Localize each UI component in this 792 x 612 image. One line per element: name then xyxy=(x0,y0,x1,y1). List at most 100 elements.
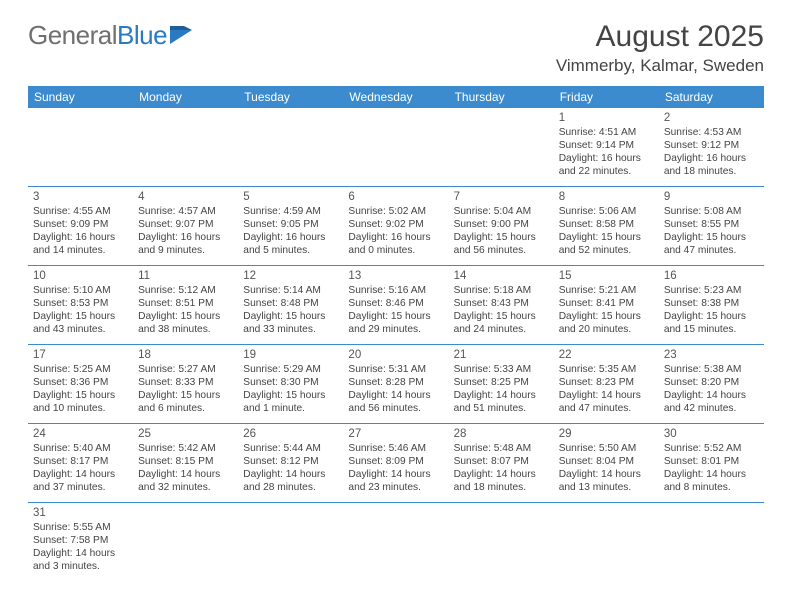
day-number: 9 xyxy=(664,190,759,205)
day-number: 2 xyxy=(664,111,759,126)
sunset-line: Sunset: 8:53 PM xyxy=(33,297,128,310)
daylight-line: Daylight: 15 hours and 1 minute. xyxy=(243,389,338,415)
day-number: 4 xyxy=(138,190,233,205)
sunrise-line: Sunrise: 5:55 AM xyxy=(33,521,128,534)
sunrise-line: Sunrise: 4:59 AM xyxy=(243,205,338,218)
sunrise-line: Sunrise: 5:16 AM xyxy=(348,284,443,297)
sunset-line: Sunset: 8:01 PM xyxy=(664,455,759,468)
daylight-line: Daylight: 15 hours and 33 minutes. xyxy=(243,310,338,336)
sunset-line: Sunset: 8:23 PM xyxy=(559,376,654,389)
sunrise-line: Sunrise: 5:38 AM xyxy=(664,363,759,376)
sunset-line: Sunset: 8:38 PM xyxy=(664,297,759,310)
daylight-line: Daylight: 16 hours and 9 minutes. xyxy=(138,231,233,257)
dow-monday: Monday xyxy=(133,86,238,108)
sunrise-line: Sunrise: 5:31 AM xyxy=(348,363,443,376)
day-number: 16 xyxy=(664,269,759,284)
sunset-line: Sunset: 8:09 PM xyxy=(348,455,443,468)
daylight-line: Daylight: 15 hours and 24 minutes. xyxy=(454,310,549,336)
dow-sunday: Sunday xyxy=(28,86,133,108)
day-cell xyxy=(343,503,448,581)
day-number: 18 xyxy=(138,348,233,363)
day-number: 12 xyxy=(243,269,338,284)
sunrise-line: Sunrise: 5:29 AM xyxy=(243,363,338,376)
day-cell: 17Sunrise: 5:25 AMSunset: 8:36 PMDayligh… xyxy=(28,345,133,424)
sunrise-line: Sunrise: 5:33 AM xyxy=(454,363,549,376)
daylight-line: Daylight: 14 hours and 13 minutes. xyxy=(559,468,654,494)
sunrise-line: Sunrise: 5:21 AM xyxy=(559,284,654,297)
sunrise-line: Sunrise: 5:08 AM xyxy=(664,205,759,218)
sunrise-line: Sunrise: 5:46 AM xyxy=(348,442,443,455)
dow-saturday: Saturday xyxy=(659,86,764,108)
day-cell: 27Sunrise: 5:46 AMSunset: 8:09 PMDayligh… xyxy=(343,424,448,503)
daylight-line: Daylight: 14 hours and 37 minutes. xyxy=(33,468,128,494)
daylight-line: Daylight: 15 hours and 56 minutes. xyxy=(454,231,549,257)
sunset-line: Sunset: 8:36 PM xyxy=(33,376,128,389)
daylight-line: Daylight: 14 hours and 51 minutes. xyxy=(454,389,549,415)
sunrise-line: Sunrise: 4:55 AM xyxy=(33,205,128,218)
daylight-line: Daylight: 16 hours and 5 minutes. xyxy=(243,231,338,257)
daylight-line: Daylight: 16 hours and 18 minutes. xyxy=(664,152,759,178)
daylight-line: Daylight: 14 hours and 32 minutes. xyxy=(138,468,233,494)
day-cell: 21Sunrise: 5:33 AMSunset: 8:25 PMDayligh… xyxy=(449,345,554,424)
day-cell xyxy=(343,108,448,187)
month-year: August 2025 xyxy=(556,20,764,54)
sunset-line: Sunset: 8:55 PM xyxy=(664,218,759,231)
sunrise-line: Sunrise: 5:12 AM xyxy=(138,284,233,297)
sunset-line: Sunset: 8:46 PM xyxy=(348,297,443,310)
logo: GeneralBlue xyxy=(28,20,194,51)
logo-text-general: General xyxy=(28,20,117,51)
daylight-line: Daylight: 15 hours and 43 minutes. xyxy=(33,310,128,336)
day-cell: 4Sunrise: 4:57 AMSunset: 9:07 PMDaylight… xyxy=(133,187,238,266)
day-cell: 11Sunrise: 5:12 AMSunset: 8:51 PMDayligh… xyxy=(133,266,238,345)
day-number: 5 xyxy=(243,190,338,205)
day-number: 8 xyxy=(559,190,654,205)
day-number: 17 xyxy=(33,348,128,363)
sunset-line: Sunset: 8:33 PM xyxy=(138,376,233,389)
day-number: 26 xyxy=(243,427,338,442)
daylight-line: Daylight: 15 hours and 15 minutes. xyxy=(664,310,759,336)
day-cell: 29Sunrise: 5:50 AMSunset: 8:04 PMDayligh… xyxy=(554,424,659,503)
day-number: 30 xyxy=(664,427,759,442)
daylight-line: Daylight: 14 hours and 47 minutes. xyxy=(559,389,654,415)
day-cell xyxy=(133,503,238,581)
day-cell: 1Sunrise: 4:51 AMSunset: 9:14 PMDaylight… xyxy=(554,108,659,187)
dow-friday: Friday xyxy=(554,86,659,108)
day-cell xyxy=(28,108,133,187)
day-cell: 26Sunrise: 5:44 AMSunset: 8:12 PMDayligh… xyxy=(238,424,343,503)
day-of-week-header: Sunday Monday Tuesday Wednesday Thursday… xyxy=(28,86,764,108)
sunset-line: Sunset: 8:07 PM xyxy=(454,455,549,468)
daylight-line: Daylight: 14 hours and 8 minutes. xyxy=(664,468,759,494)
sunrise-line: Sunrise: 5:02 AM xyxy=(348,205,443,218)
logo-text-blue: Blue xyxy=(117,20,167,51)
sunrise-line: Sunrise: 5:04 AM xyxy=(454,205,549,218)
title-block: August 2025 Vimmerby, Kalmar, Sweden xyxy=(556,20,764,76)
day-cell: 10Sunrise: 5:10 AMSunset: 8:53 PMDayligh… xyxy=(28,266,133,345)
day-number: 29 xyxy=(559,427,654,442)
sunset-line: Sunset: 8:30 PM xyxy=(243,376,338,389)
daylight-line: Daylight: 15 hours and 38 minutes. xyxy=(138,310,233,336)
day-number: 23 xyxy=(664,348,759,363)
day-cell xyxy=(659,503,764,581)
sunrise-line: Sunrise: 5:35 AM xyxy=(559,363,654,376)
day-cell: 8Sunrise: 5:06 AMSunset: 8:58 PMDaylight… xyxy=(554,187,659,266)
sunrise-line: Sunrise: 5:40 AM xyxy=(33,442,128,455)
daylight-line: Daylight: 15 hours and 6 minutes. xyxy=(138,389,233,415)
day-cell: 25Sunrise: 5:42 AMSunset: 8:15 PMDayligh… xyxy=(133,424,238,503)
day-number: 14 xyxy=(454,269,549,284)
day-cell: 18Sunrise: 5:27 AMSunset: 8:33 PMDayligh… xyxy=(133,345,238,424)
sunrise-line: Sunrise: 5:52 AM xyxy=(664,442,759,455)
calendar-grid: 1Sunrise: 4:51 AMSunset: 9:14 PMDaylight… xyxy=(28,108,764,581)
sunset-line: Sunset: 8:20 PM xyxy=(664,376,759,389)
day-cell: 20Sunrise: 5:31 AMSunset: 8:28 PMDayligh… xyxy=(343,345,448,424)
day-cell xyxy=(238,503,343,581)
sunset-line: Sunset: 9:05 PM xyxy=(243,218,338,231)
day-cell: 30Sunrise: 5:52 AMSunset: 8:01 PMDayligh… xyxy=(659,424,764,503)
sunset-line: Sunset: 7:58 PM xyxy=(33,534,128,547)
sunrise-line: Sunrise: 5:10 AM xyxy=(33,284,128,297)
daylight-line: Daylight: 15 hours and 29 minutes. xyxy=(348,310,443,336)
day-number: 13 xyxy=(348,269,443,284)
day-cell: 24Sunrise: 5:40 AMSunset: 8:17 PMDayligh… xyxy=(28,424,133,503)
dow-wednesday: Wednesday xyxy=(343,86,448,108)
daylight-line: Daylight: 15 hours and 20 minutes. xyxy=(559,310,654,336)
day-cell: 28Sunrise: 5:48 AMSunset: 8:07 PMDayligh… xyxy=(449,424,554,503)
